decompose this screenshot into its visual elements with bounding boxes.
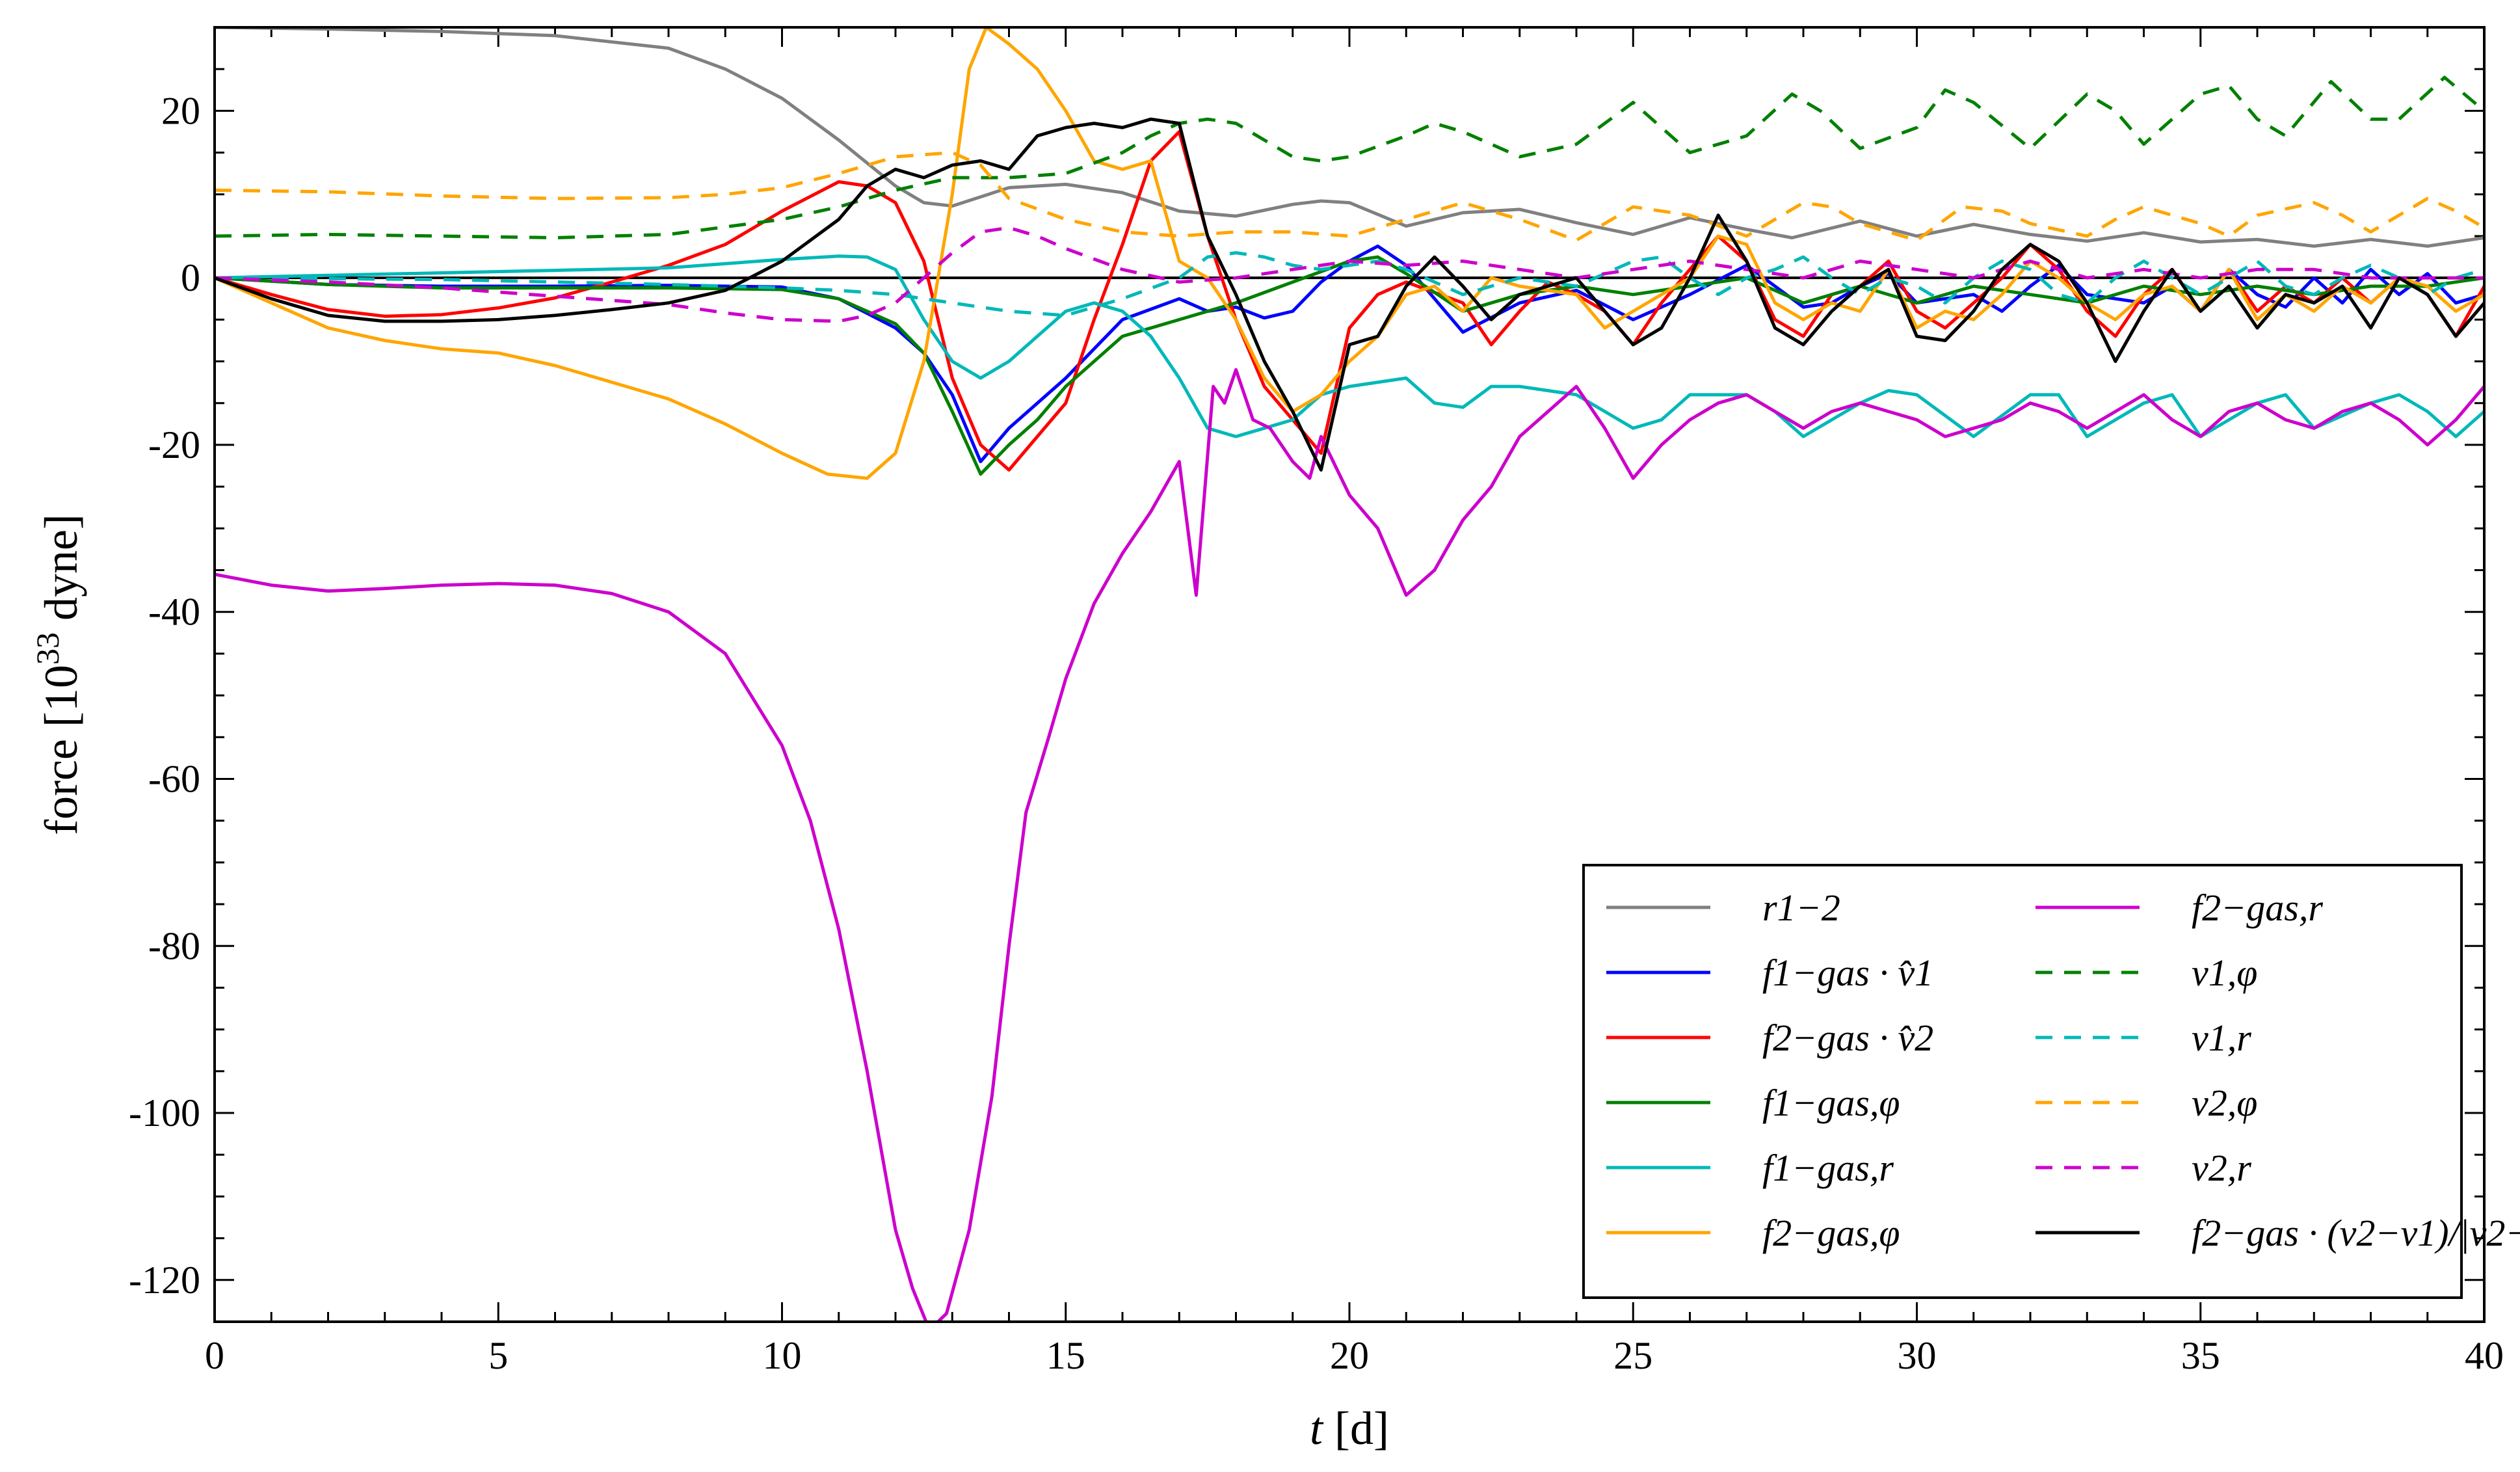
x-tick-labels: 0 5 10 15 20 25 30 35 40 — [205, 1334, 2504, 1377]
legend-label: f1−gas,r — [1762, 1147, 1894, 1189]
legend-label: v1,r — [2192, 1017, 2251, 1059]
series-line-7 — [215, 368, 2484, 1322]
legend-box — [1582, 864, 2463, 1299]
x-tick-label: 25 — [1613, 1334, 1652, 1377]
series-line-8 — [215, 75, 2484, 239]
legend-item: f2−gas · v̂2 — [1606, 1017, 1933, 1059]
x-tick-label: 30 — [1898, 1334, 1937, 1377]
legend-item: f1−gas,φ — [1606, 1082, 1900, 1124]
y-tick-label: -100 — [129, 1091, 200, 1134]
legend-label: v1,φ — [2192, 952, 2257, 994]
legend-item: f1−gas · v̂1 — [1606, 952, 1933, 994]
legend-item: f2−gas,φ — [1606, 1212, 1900, 1254]
legend-label: v2,r — [2192, 1147, 2251, 1189]
y-tick-labels: -120 -100 -80 -60 -40 -20 0 20 — [129, 89, 200, 1301]
axis-ticks — [213, 26, 2486, 1322]
y-tick-label: -120 — [129, 1259, 200, 1302]
x-tick-label: 5 — [488, 1334, 508, 1377]
series-line-1 — [215, 27, 2484, 248]
legend-label: v2,φ — [2192, 1082, 2257, 1124]
legend-item: v1,φ — [2036, 952, 2257, 994]
y-tick-label: -40 — [148, 591, 200, 634]
legend-item: v2,φ — [2036, 1082, 2257, 1124]
y-tick-label: 20 — [161, 89, 200, 132]
legend-label: f2−gas,r — [2192, 887, 2323, 929]
series-layer — [215, 27, 2484, 1322]
y-tick-label: -20 — [148, 423, 200, 466]
y-tick-label: 0 — [181, 256, 200, 299]
legend-item: f2−gas · (v2−v1)/|v2−v1| — [2036, 1212, 2520, 1254]
x-tick-label: 10 — [763, 1334, 802, 1377]
x-axis-title: t [d] — [1310, 1402, 1389, 1454]
x-tick-label: 0 — [205, 1334, 224, 1377]
series-line-4 — [215, 255, 2484, 476]
plot-frame — [213, 26, 2486, 1323]
legend-label: f1−gas · v̂1 — [1762, 952, 1933, 994]
legend-item: f2−gas,r — [2036, 887, 2323, 929]
series-line-3 — [215, 130, 2484, 472]
legend-item: v1,r — [2036, 1017, 2251, 1059]
y-tick-label: -60 — [148, 757, 200, 800]
legend-item: v2,r — [2036, 1147, 2251, 1189]
legend-label: r1−2 — [1762, 887, 1840, 929]
x-tick-label: 15 — [1046, 1334, 1085, 1377]
series-line-10 — [215, 151, 2484, 242]
x-tick-label: 40 — [2465, 1334, 2504, 1377]
x-tick-label: 20 — [1330, 1334, 1369, 1377]
legend-label: f2−gas · (v2−v1)/|v2−v1| — [2192, 1212, 2520, 1254]
y-tick-label: -80 — [148, 924, 200, 967]
y-axis-title: force [1033 dyne] — [29, 514, 87, 835]
legend-label: f2−gas · v̂2 — [1762, 1017, 1933, 1059]
series-line-6 — [215, 27, 2484, 480]
x-tick-label: 35 — [2181, 1334, 2220, 1377]
series-line-5 — [215, 254, 2484, 438]
legend-item: r1−2 — [1606, 887, 1840, 929]
series-line-11 — [215, 226, 2484, 323]
series-line-9 — [215, 251, 2484, 317]
legend: r1−2 f1−gas · v̂1 f2−gas · v̂2 f1−gas,φ f1−g… — [1582, 864, 2520, 1299]
series-line-12 — [215, 117, 2484, 472]
legend-label: f2−gas,φ — [1762, 1212, 1900, 1254]
legend-item: f1−gas,r — [1606, 1147, 1894, 1189]
legend-label: f1−gas,φ — [1762, 1082, 1900, 1124]
